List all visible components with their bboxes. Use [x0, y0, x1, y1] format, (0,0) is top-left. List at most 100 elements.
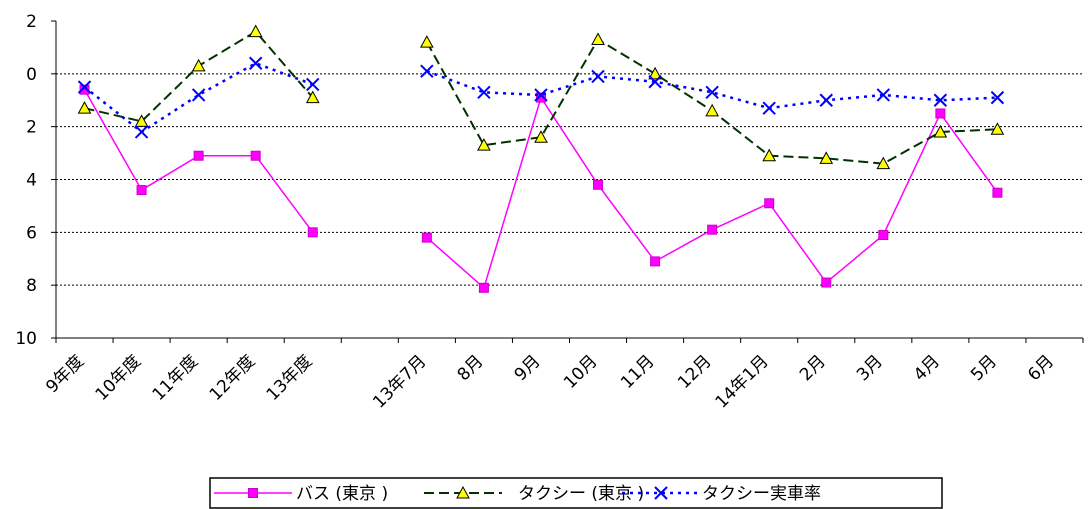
series-line: [83, 61, 314, 134]
data-point: [762, 101, 776, 115]
data-point: [990, 122, 1005, 135]
series-line: [425, 38, 998, 165]
data-point-stroke: [591, 69, 605, 84]
data-point: [79, 84, 90, 95]
x-tick-label: 10年度: [92, 351, 145, 404]
data-point-stroke: [306, 77, 320, 92]
x-tick-label: 5月: [967, 351, 1001, 385]
data-point: [191, 58, 206, 72]
data-point: [248, 24, 263, 38]
data-point: [193, 150, 204, 161]
series-line: [84, 30, 314, 123]
data-point: [876, 156, 891, 170]
x-tick-label: 11月: [617, 351, 658, 392]
data-point: [650, 256, 661, 267]
data-point-stroke: [648, 75, 662, 89]
legend: バス (東京 ) タクシー (東京 ) タクシー実車率: [209, 477, 943, 509]
y-tick-label: 4: [26, 171, 37, 191]
data-point: [593, 179, 604, 190]
x-tick-label: 13年度: [263, 351, 316, 404]
data-point: [707, 224, 718, 235]
data-point: [990, 90, 1005, 105]
data-point: [134, 125, 149, 139]
data-point: [819, 93, 833, 107]
data-point-stroke: [534, 88, 548, 102]
y-tick-label: 6: [26, 223, 37, 243]
data-point: [591, 32, 605, 45]
data-point: [648, 75, 662, 89]
x-tick-label: 8月: [454, 351, 488, 385]
series-line: [426, 70, 998, 110]
data-point: [306, 77, 320, 92]
data-point: [248, 488, 258, 498]
legend-item: タクシー (東京 ): [424, 484, 644, 504]
y-tick-label: 2: [26, 12, 37, 32]
data-point: [77, 101, 92, 114]
x-tick-label: 9年度: [42, 351, 88, 397]
y-tick-label: 8: [26, 276, 37, 296]
legend-label: タクシー実車率: [702, 484, 821, 504]
data-point: [248, 56, 263, 70]
series-line: [83, 89, 314, 233]
data-point: [305, 90, 320, 104]
data-point: [77, 80, 92, 94]
legend-box: [209, 477, 943, 509]
x-tick-label: 6月: [1024, 351, 1058, 385]
data-point: [591, 69, 605, 84]
x-tick-label: 9月: [511, 351, 545, 385]
x-tick-label: 12年度: [206, 351, 259, 404]
series-layer: [77, 24, 1005, 293]
legend-label: バス (東京 ): [296, 484, 388, 504]
series-1: [79, 84, 1003, 293]
data-point: [705, 85, 719, 100]
data-point-stroke: [420, 64, 434, 78]
data-point: [878, 229, 889, 240]
legend-label: タクシー (東京 ): [518, 484, 644, 504]
data-point: [705, 103, 719, 117]
data-point-stroke: [477, 85, 491, 100]
data-point-stroke: [933, 93, 948, 107]
data-point-stroke: [134, 125, 149, 139]
data-point-stroke: [990, 90, 1005, 105]
data-point: [478, 282, 489, 293]
x-tick-label: 12月: [674, 351, 715, 392]
data-point: [534, 130, 548, 143]
x-tick-label: 13年7月: [369, 351, 430, 412]
y-tick-label: 0: [26, 65, 37, 85]
grid-lines: [56, 73, 1083, 286]
data-point: [420, 35, 434, 48]
legend-item: タクシー実車率: [622, 484, 821, 504]
data-point: [535, 92, 546, 103]
x-tick-label: 3月: [853, 351, 887, 385]
data-point: [821, 277, 832, 288]
x-tick-label: 10月: [560, 351, 601, 392]
data-point: [136, 185, 147, 196]
y-axis: 2 0 2 4 6 8 10: [15, 12, 57, 349]
legend-item: バス (東京 ): [214, 484, 388, 504]
data-point-stroke: [819, 93, 833, 107]
data-point: [764, 198, 775, 209]
x-tick-label: 11年度: [149, 351, 202, 404]
x-tick-label: 2月: [796, 351, 830, 385]
data-point: [307, 227, 318, 238]
data-point-stroke: [248, 56, 263, 70]
data-point: [819, 151, 834, 164]
data-point: [534, 88, 548, 102]
series-line: [426, 95, 999, 290]
data-point-stroke: [191, 88, 206, 102]
x-tick-label: 14年1月: [712, 351, 773, 412]
data-point-stroke: [705, 85, 719, 100]
data-point-stroke: [876, 88, 891, 102]
data-point: [992, 187, 1003, 198]
data-point: [477, 138, 491, 151]
data-point: [421, 232, 432, 243]
data-point: [935, 108, 946, 119]
data-point: [191, 88, 206, 102]
data-point: [654, 486, 668, 500]
y-tick-label: 10: [15, 329, 37, 349]
data-point-stroke: [654, 486, 668, 500]
data-point: [648, 66, 662, 80]
data-point: [420, 64, 434, 78]
data-point-stroke: [762, 101, 776, 115]
